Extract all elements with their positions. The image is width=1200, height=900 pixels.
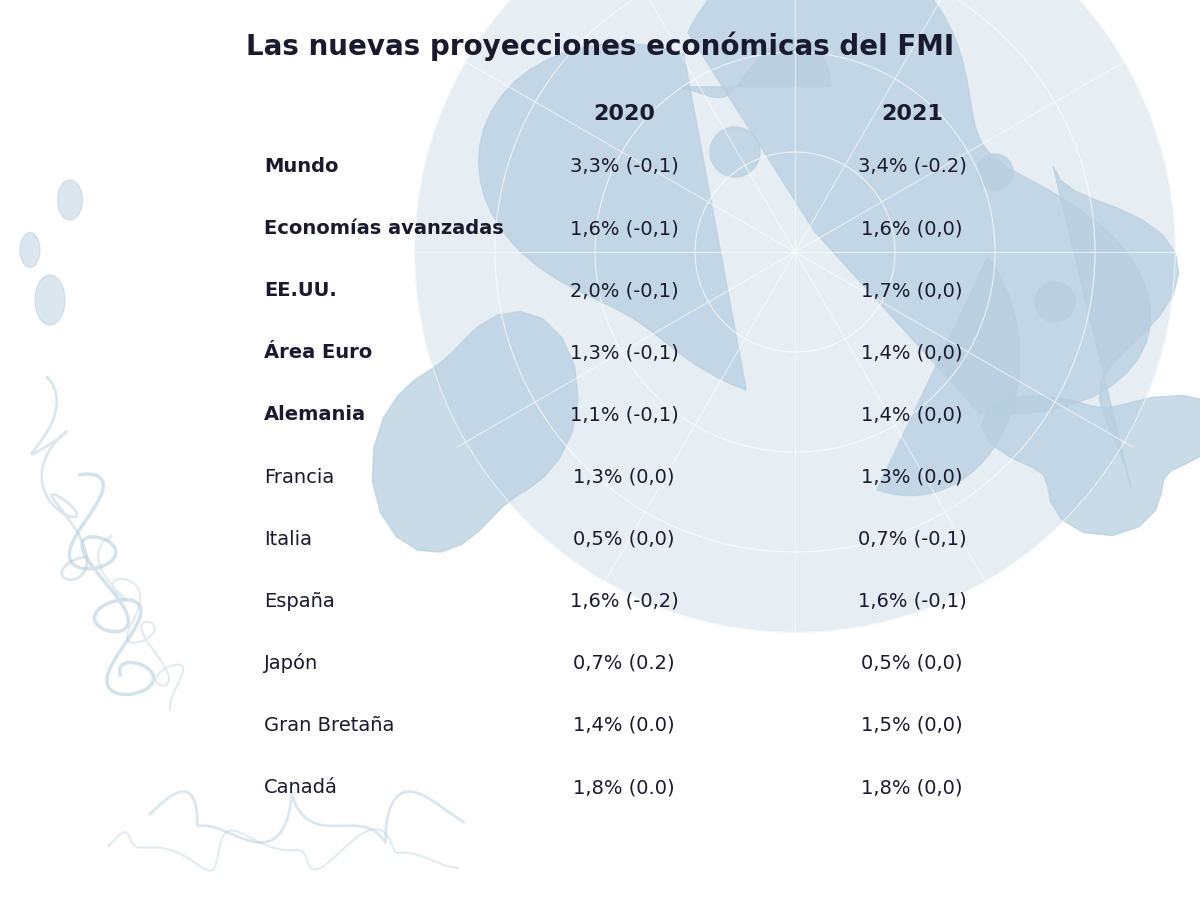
Text: 1,7% (0,0): 1,7% (0,0) [862,281,962,301]
Text: 1,5% (0,0): 1,5% (0,0) [862,716,962,735]
Text: Gran Bretaña: Gran Bretaña [264,716,395,735]
Text: 1,3% (-0,1): 1,3% (-0,1) [570,343,678,363]
Text: 3,4% (-0.2): 3,4% (-0.2) [858,157,966,176]
Text: Área Euro: Área Euro [264,343,372,363]
Polygon shape [980,395,1200,536]
Text: 0,5% (0,0): 0,5% (0,0) [862,653,962,673]
Text: Canadá: Canadá [264,778,338,797]
Polygon shape [372,311,578,552]
Ellipse shape [35,275,65,325]
Text: Las nuevas proyecciones económicas del FMI: Las nuevas proyecciones económicas del F… [246,32,954,61]
Circle shape [710,127,760,177]
Text: EE.UU.: EE.UU. [264,281,337,301]
Text: 0,5% (0,0): 0,5% (0,0) [574,529,674,549]
Text: 1,8% (0.0): 1,8% (0.0) [574,778,674,797]
Text: Alemania: Alemania [264,405,366,425]
Text: Italia: Italia [264,529,312,549]
Polygon shape [678,39,832,98]
Ellipse shape [20,232,40,267]
Text: 1,4% (0,0): 1,4% (0,0) [862,343,962,363]
Text: 2020: 2020 [593,104,655,123]
Polygon shape [1054,166,1178,488]
Polygon shape [688,0,1151,414]
Text: 2021: 2021 [881,104,943,123]
Text: Japón: Japón [264,653,318,673]
Text: 0,7% (-0,1): 0,7% (-0,1) [858,529,966,549]
Text: Mundo: Mundo [264,157,338,176]
Text: 1,3% (0,0): 1,3% (0,0) [862,467,962,487]
Text: 0,7% (0.2): 0,7% (0.2) [574,653,674,673]
Text: 1,4% (0.0): 1,4% (0.0) [574,716,674,735]
Polygon shape [877,256,1020,496]
Text: 1,3% (0,0): 1,3% (0,0) [574,467,674,487]
Text: España: España [264,591,335,611]
Circle shape [977,154,1013,190]
Polygon shape [479,43,746,390]
Text: 1,1% (-0,1): 1,1% (-0,1) [570,405,678,425]
Text: Francia: Francia [264,467,335,487]
Text: Economías avanzadas: Economías avanzadas [264,219,504,238]
Circle shape [415,0,1175,632]
Text: 1,6% (0,0): 1,6% (0,0) [862,219,962,238]
Text: 1,4% (0,0): 1,4% (0,0) [862,405,962,425]
Text: 1,6% (-0,1): 1,6% (-0,1) [570,219,678,238]
Text: 3,3% (-0,1): 3,3% (-0,1) [570,157,678,176]
Text: 1,6% (-0,1): 1,6% (-0,1) [858,591,966,611]
Text: 2,0% (-0,1): 2,0% (-0,1) [570,281,678,301]
Ellipse shape [58,180,83,220]
Text: 1,8% (0,0): 1,8% (0,0) [862,778,962,797]
Circle shape [1034,282,1075,322]
Text: 1,6% (-0,2): 1,6% (-0,2) [570,591,678,611]
